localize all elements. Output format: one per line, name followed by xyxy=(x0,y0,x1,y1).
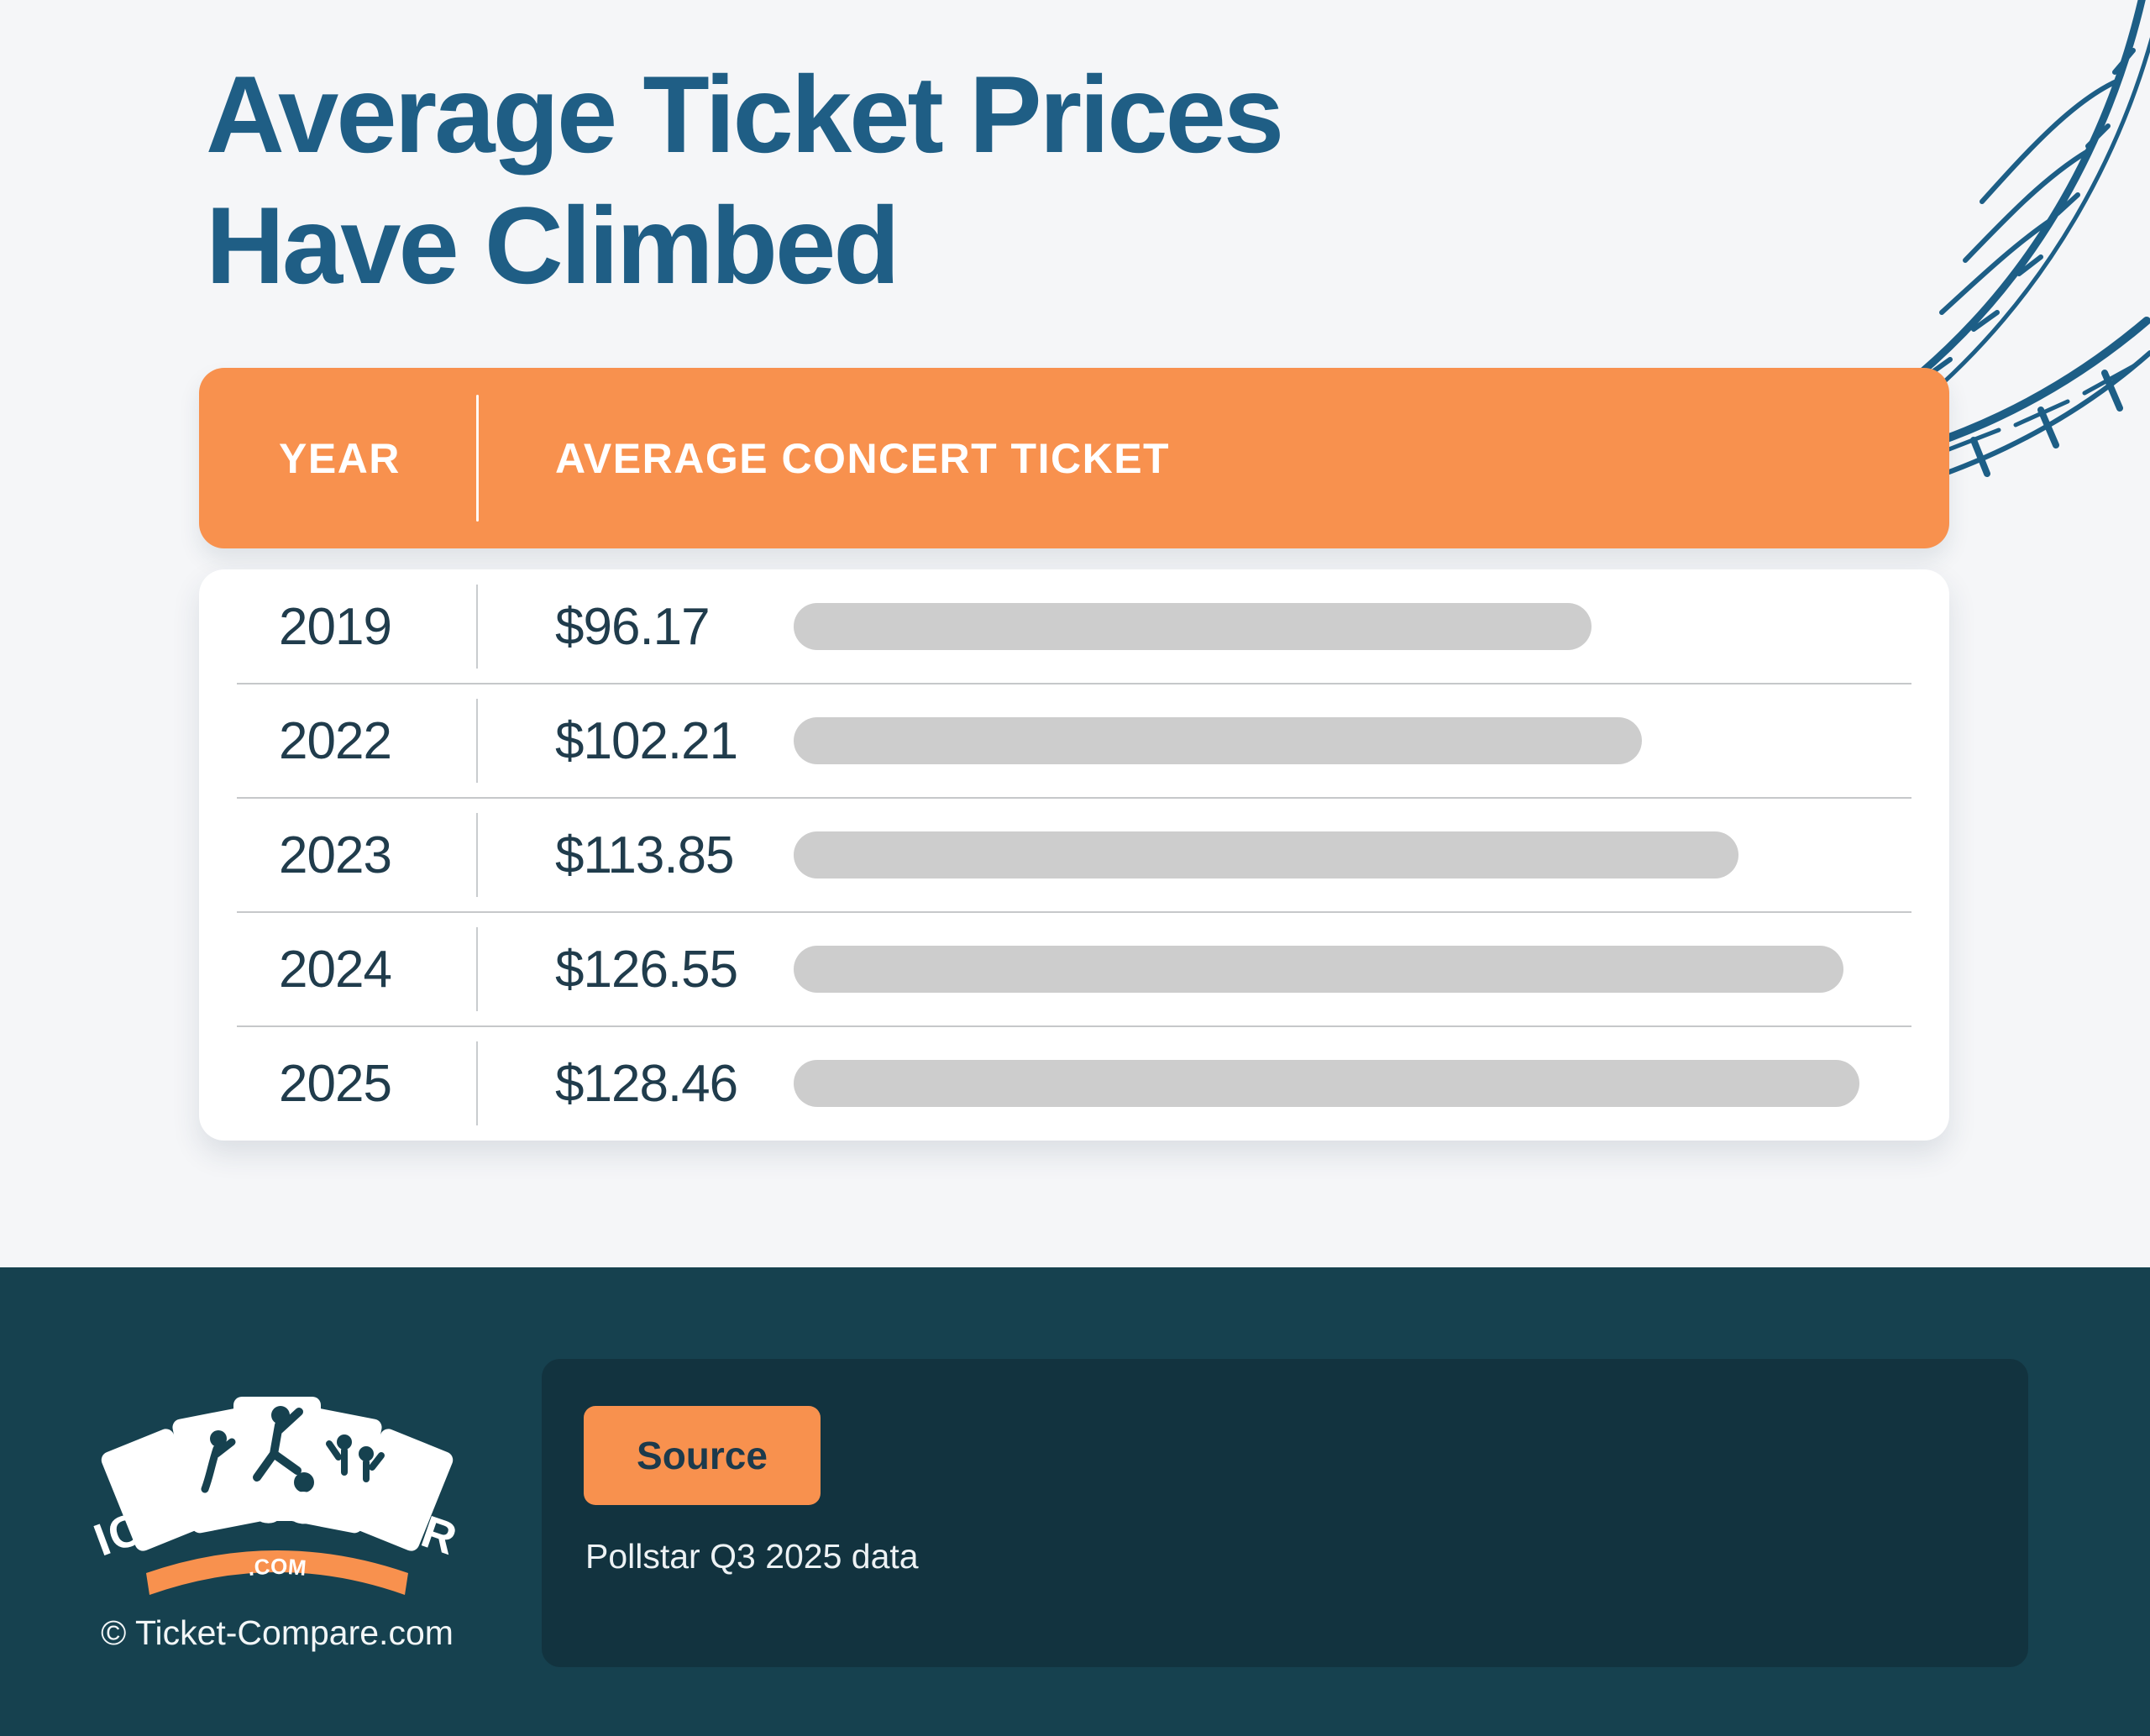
year-cell: 2024 xyxy=(279,940,392,999)
table-header: YEAR AVERAGE CONCERT TICKET xyxy=(199,368,1949,548)
price-table-card: 2019 $96.17 2022 $102.21 2023 $113.85 xyxy=(199,569,1949,1141)
source-button[interactable]: Source xyxy=(584,1406,821,1505)
footer: TICKET-COMPARE .COM © Ticket-Compare.com… xyxy=(0,1267,2150,1736)
table-header-year: YEAR xyxy=(279,434,401,482)
price-cell: $96.17 xyxy=(555,597,711,656)
row-column-divider xyxy=(476,927,478,1011)
page-title-line2: Have Climbed xyxy=(206,184,900,307)
price-cell: $128.46 xyxy=(555,1054,738,1113)
row-divider xyxy=(237,797,1911,799)
row-column-divider xyxy=(476,585,478,669)
year-cell: 2025 xyxy=(279,1054,392,1113)
table-row: 2022 $102.21 xyxy=(199,684,1949,799)
copyright-text: © Ticket-Compare.com xyxy=(101,1613,454,1652)
bar-track xyxy=(794,603,1859,650)
price-bar xyxy=(794,946,1844,993)
row-column-divider xyxy=(476,1041,478,1125)
source-citation: Pollstar Q3 2025 data xyxy=(585,1537,919,1576)
row-divider xyxy=(237,683,1911,684)
price-bar xyxy=(794,603,1592,650)
row-divider xyxy=(237,911,1911,913)
row-divider xyxy=(237,1025,1911,1027)
year-cell: 2022 xyxy=(279,711,392,770)
price-cell: $102.21 xyxy=(555,711,738,770)
logo-ribbon xyxy=(146,1550,408,1595)
table-row: 2025 $128.46 xyxy=(199,1026,1949,1141)
table-row: 2019 $96.17 xyxy=(199,569,1949,684)
price-bar xyxy=(794,1060,1859,1107)
header-column-divider xyxy=(476,395,479,522)
table-row: 2023 $113.85 xyxy=(199,798,1949,913)
source-panel: Source Pollstar Q3 2025 data xyxy=(542,1359,2028,1667)
row-column-divider xyxy=(476,813,478,897)
price-cell: $113.85 xyxy=(555,826,735,884)
logo-domain: .COM xyxy=(246,1554,307,1581)
price-cell: $126.55 xyxy=(555,940,738,999)
bar-track xyxy=(794,831,1859,878)
page-title-line1: Average Ticket Prices xyxy=(206,53,1284,176)
row-column-divider xyxy=(476,699,478,783)
price-bar xyxy=(794,831,1738,878)
bar-track xyxy=(794,946,1859,993)
ticket-compare-logo: TICKET-COMPARE .COM xyxy=(92,1383,462,1595)
year-cell: 2023 xyxy=(279,826,392,884)
svg-text:.COM: .COM xyxy=(246,1554,307,1581)
bar-track xyxy=(794,717,1859,764)
price-bar xyxy=(794,717,1642,764)
bar-track xyxy=(794,1060,1859,1107)
page-title: Average Ticket Prices Have Climbed xyxy=(206,49,1284,311)
table-header-price: AVERAGE CONCERT TICKET xyxy=(555,434,1171,482)
table-row: 2024 $126.55 xyxy=(199,912,1949,1027)
year-cell: 2019 xyxy=(279,597,392,656)
